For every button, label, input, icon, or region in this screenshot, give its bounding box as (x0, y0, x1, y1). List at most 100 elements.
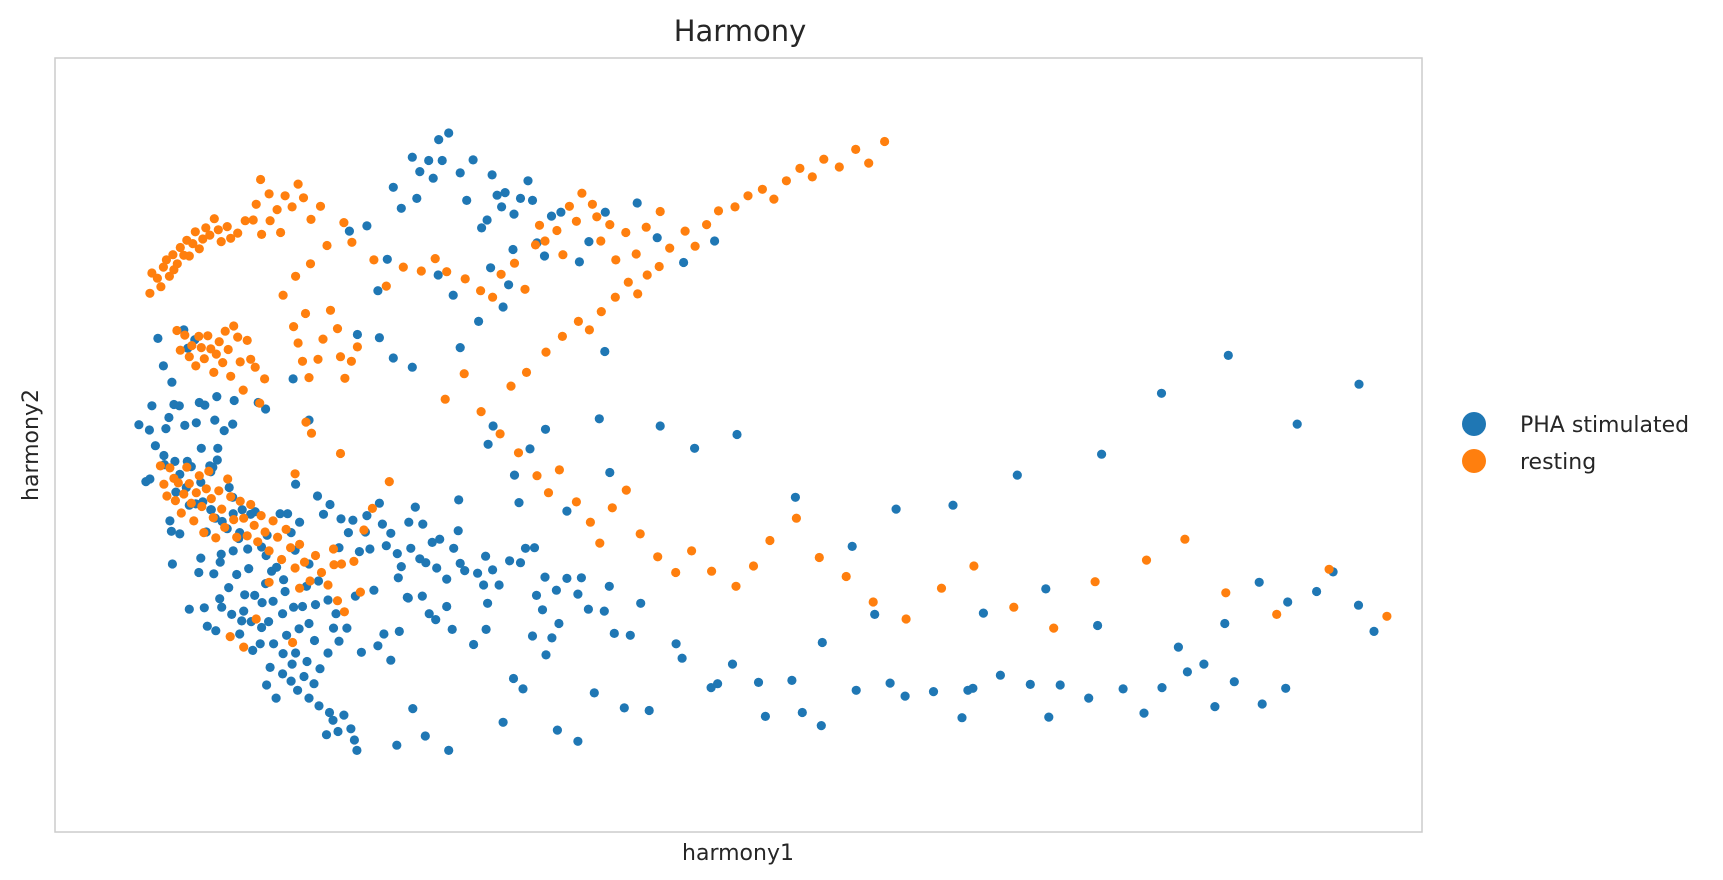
resting-point (459, 369, 469, 379)
pha-stimulated-point (928, 687, 939, 697)
pha-stimulated-point (164, 412, 174, 423)
pha-stimulated-point (1182, 667, 1192, 677)
pha-stimulated-point (671, 639, 681, 649)
resting-point (187, 341, 197, 351)
resting-point (653, 552, 663, 562)
resting-point (233, 228, 243, 238)
resting-point (268, 516, 278, 526)
pha-stimulated-point (212, 455, 222, 465)
pha-stimulated-point (552, 725, 563, 735)
resting-point (367, 503, 377, 513)
resting-point (272, 205, 282, 215)
pha-stimulated-point (574, 257, 585, 267)
pha-stimulated-point (287, 659, 297, 669)
resting-point (246, 499, 256, 510)
resting-point (323, 580, 333, 590)
pha-stimulated-point (483, 598, 493, 608)
pha-stimulated-point (406, 543, 416, 553)
pha-stimulated-point (427, 537, 437, 548)
resting-point (841, 571, 851, 582)
pha-stimulated-point (732, 429, 742, 440)
pha-stimulated-point (286, 676, 296, 686)
pha-stimulated-point (268, 596, 278, 606)
resting-point (901, 614, 911, 624)
resting-point (488, 292, 498, 302)
pha-stimulated-point (481, 551, 491, 561)
resting-point (175, 242, 185, 253)
pha-stimulated-point (240, 590, 250, 600)
resting-point (218, 358, 228, 368)
resting-point (291, 271, 301, 281)
pha-stimulated-point (407, 362, 417, 372)
pha-stimulated-point (551, 585, 562, 595)
resting-point (346, 356, 356, 366)
resting-point (164, 271, 174, 281)
resting-point (165, 463, 175, 473)
resting-point (642, 270, 652, 280)
resting-point (587, 199, 598, 209)
pha-stimulated-point (324, 707, 335, 718)
resting-point (194, 471, 204, 481)
pha-stimulated-point (334, 636, 344, 646)
pha-stimulated-point (312, 491, 323, 501)
pha-stimulated-point (477, 223, 487, 233)
pha-stimulated-point (1353, 600, 1364, 610)
resting-point (190, 227, 200, 237)
resting-point (257, 229, 267, 239)
resting-point (969, 561, 979, 571)
pha-stimulated-point (583, 604, 594, 614)
pha-stimulated-point (224, 482, 234, 493)
pha-stimulated-point (278, 649, 288, 659)
resting-point (238, 385, 248, 395)
pha-stimulated-point (373, 286, 383, 296)
pha-stimulated-point (600, 346, 610, 357)
pha-stimulated-point (498, 717, 508, 727)
pha-stimulated-point (232, 569, 242, 580)
resting-point (295, 539, 305, 550)
pha-stimulated-point (280, 586, 290, 597)
pha-stimulated-point (356, 647, 366, 657)
pha-stimulated-point (487, 170, 497, 180)
resting-point (440, 394, 450, 404)
resting-point (273, 532, 283, 542)
resting-point (635, 529, 645, 539)
pha-stimulated-point (488, 565, 498, 575)
pha-stimulated-point (313, 576, 324, 586)
pha-stimulated-point (309, 679, 319, 689)
pha-stimulated-point (449, 543, 459, 553)
pha-stimulated-point (460, 566, 470, 576)
resting-point (180, 330, 190, 340)
resting-point (229, 321, 239, 331)
resting-point (208, 513, 218, 523)
pha-stimulated-point (392, 549, 402, 559)
pha-stimulated-point (1257, 699, 1267, 709)
pha-stimulated-point (760, 711, 771, 722)
pha-stimulated-point (455, 558, 465, 569)
pha-stimulated-point (498, 302, 508, 312)
chart-title: Harmony (674, 14, 807, 48)
pha-stimulated-point (816, 721, 826, 731)
pha-stimulated-point (374, 333, 384, 343)
pha-stimulated-point (278, 609, 288, 619)
pha-stimulated-point (435, 534, 445, 544)
pha-stimulated-point (282, 630, 292, 640)
pha-stimulated-point (291, 648, 301, 658)
resting-point (340, 373, 350, 383)
resting-point (277, 554, 287, 565)
pha-stimulated-point (1044, 712, 1054, 722)
pha-stimulated-point (753, 677, 764, 688)
pha-stimulated-point (509, 209, 519, 219)
resting-point (1090, 577, 1100, 587)
resting-point (239, 642, 249, 652)
pha-stimulated-point (315, 664, 325, 674)
pha-stimulated-point (509, 470, 520, 480)
pha-stimulated-point (531, 590, 542, 601)
resting-point (248, 215, 258, 225)
pha-stimulated-point (447, 624, 457, 635)
resting-point (584, 325, 595, 335)
resting-point (540, 236, 550, 246)
resting-point (226, 492, 236, 502)
pha-stimulated-point (278, 669, 288, 679)
y-axis-label: harmony2 (19, 389, 44, 501)
pha-stimulated-point (215, 557, 225, 567)
